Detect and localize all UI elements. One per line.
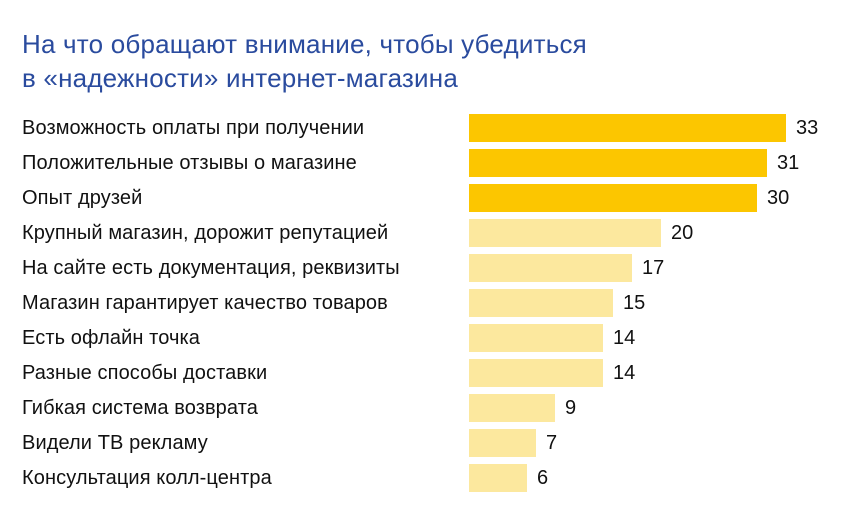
bar-area: 15	[469, 289, 825, 317]
bar	[469, 464, 527, 492]
bar	[469, 289, 613, 317]
bar	[469, 254, 632, 282]
value-label: 14	[613, 362, 636, 384]
bar	[469, 114, 786, 142]
bar-area: 14	[469, 324, 825, 352]
category-label: Возможность оплаты при получении	[22, 117, 365, 139]
bar-area: 33	[469, 114, 825, 142]
bar-area: 14	[469, 359, 825, 387]
category-label: Крупный магазин, дорожит репутацией	[22, 222, 389, 244]
chart-title: На что обращают внимание, чтобы убедитьс…	[22, 27, 825, 95]
value-label: 17	[642, 257, 665, 279]
bar-row: На сайте есть документация, реквизиты 17	[22, 254, 825, 282]
bar	[469, 219, 661, 247]
bar-row: Разные способы доставки 14	[22, 359, 825, 387]
value-label: 33	[796, 117, 819, 139]
bar-row: Опыт друзей 30	[22, 184, 825, 212]
category-label: Разные способы доставки	[22, 362, 268, 384]
bar-area: 17	[469, 254, 825, 282]
category-label: Магазин гарантирует качество товаров	[22, 292, 388, 314]
value-label: 15	[623, 292, 646, 314]
bar-row: Гибкая система возврата 9	[22, 394, 825, 422]
chart-title-line1: На что обращают внимание, чтобы убедитьс…	[22, 29, 587, 59]
bar-row: Есть офлайн точка 14	[22, 324, 825, 352]
bar-row: Возможность оплаты при получении 33	[22, 114, 825, 142]
bar	[469, 359, 603, 387]
bar-chart: Возможность оплаты при получении 33 Положи…	[22, 114, 825, 492]
bar-row: Положительные отзывы о магазине 31	[22, 149, 825, 177]
value-label: 20	[671, 222, 694, 244]
category-label: Гибкая система возврата	[22, 397, 258, 419]
bar-area: 31	[469, 149, 825, 177]
bar	[469, 324, 603, 352]
value-label: 30	[767, 187, 790, 209]
value-label: 14	[613, 327, 636, 349]
category-label: Есть офлайн точка	[22, 327, 201, 349]
category-label: На сайте есть документация, реквизиты	[22, 257, 400, 279]
bar-area: 30	[469, 184, 825, 212]
bar-row: Видели ТВ рекламу 7	[22, 429, 825, 457]
bar	[469, 184, 757, 212]
bar-area: 20	[469, 219, 825, 247]
category-label: Опыт друзей	[22, 187, 143, 209]
bar-row: Магазин гарантирует качество товаров 15	[22, 289, 825, 317]
value-label: 31	[777, 152, 800, 174]
bar-row: Крупный магазин, дорожит репутацией 20	[22, 219, 825, 247]
value-label: 9	[565, 397, 577, 419]
value-label: 7	[546, 432, 558, 454]
category-label: Консультация колл-центра	[22, 467, 272, 489]
chart-title-line2: в «надежности» интернет-магазина	[22, 63, 458, 93]
category-label: Видели ТВ рекламу	[22, 432, 208, 454]
value-label: 6	[537, 467, 549, 489]
bar	[469, 429, 536, 457]
category-label: Положительные отзывы о магазине	[22, 152, 357, 174]
bar-area: 7	[469, 429, 825, 457]
bar	[469, 149, 767, 177]
bar-row: Консультация колл-центра 6	[22, 464, 825, 492]
bar	[469, 394, 555, 422]
bar-area: 9	[469, 394, 825, 422]
bar-area: 6	[469, 464, 825, 492]
